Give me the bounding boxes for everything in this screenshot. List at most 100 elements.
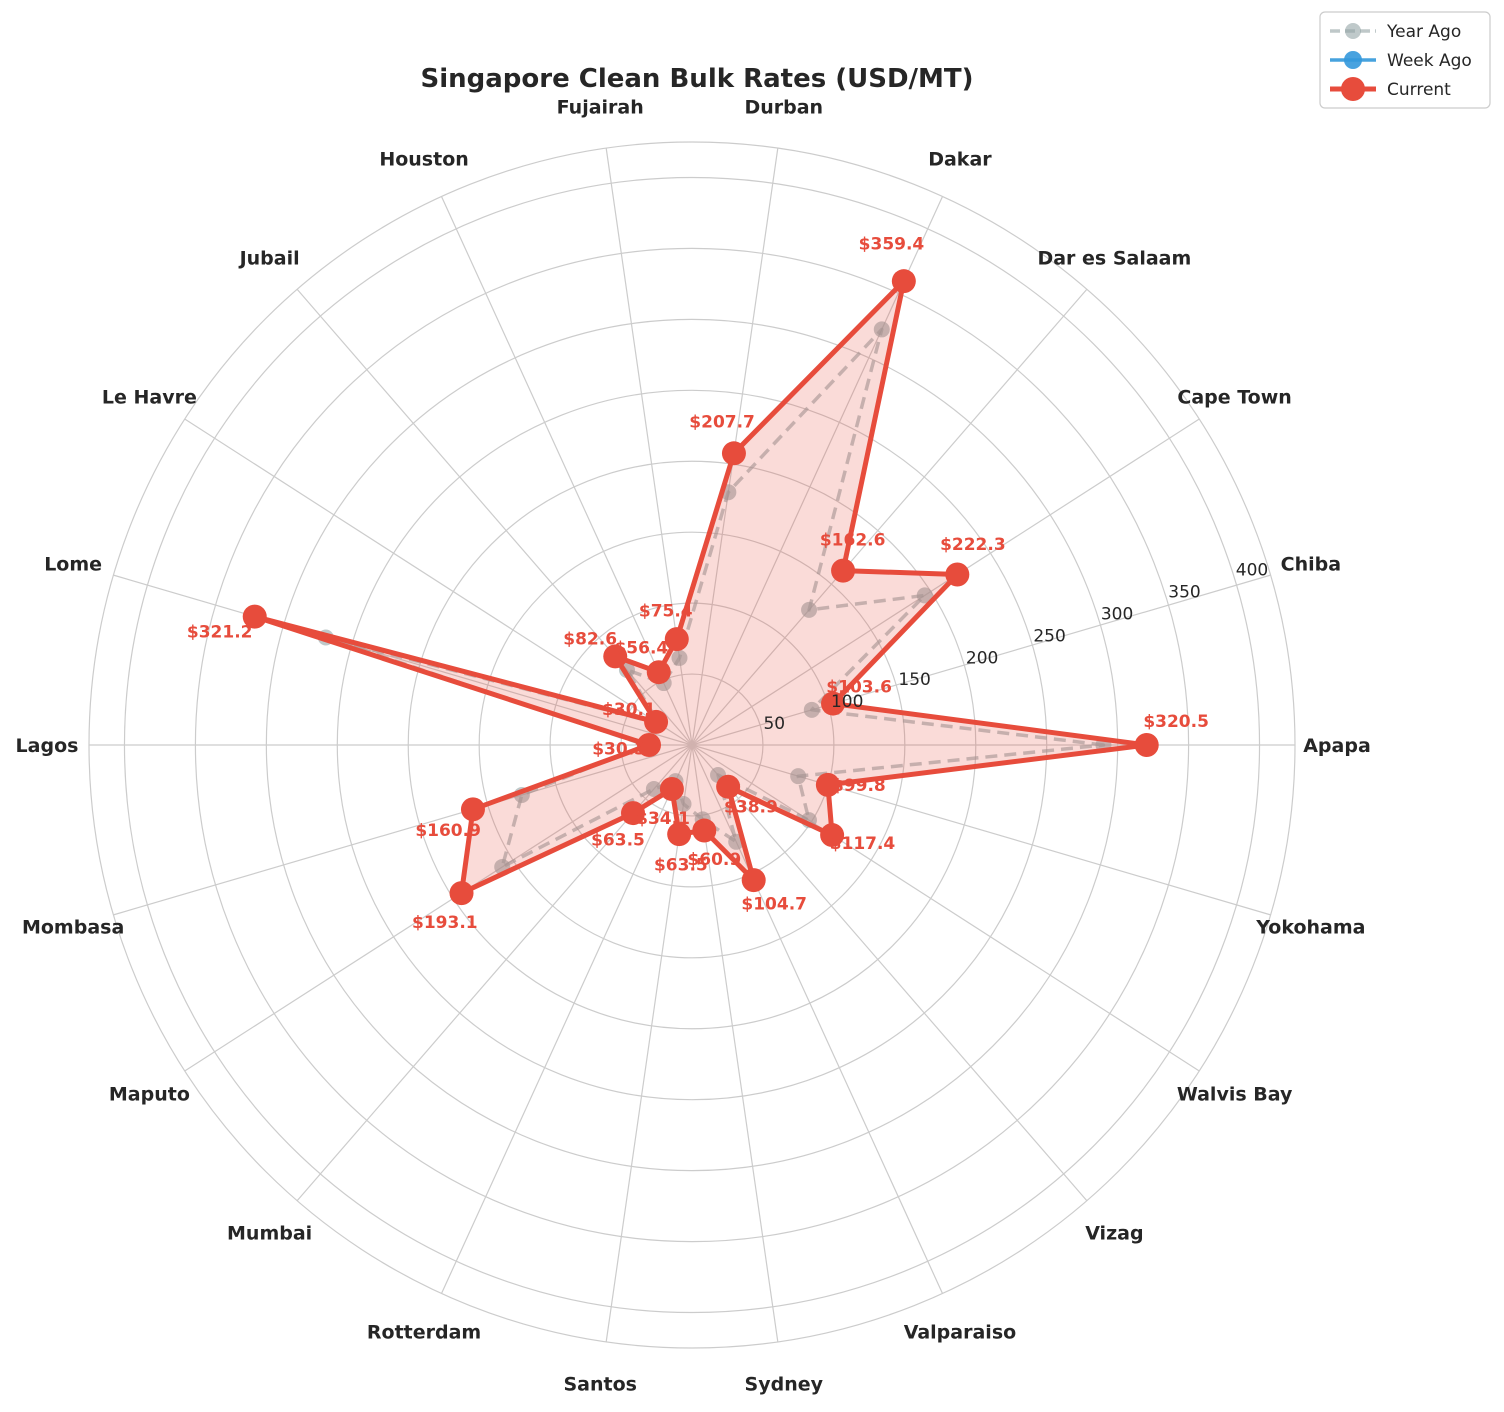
data-point — [891, 269, 916, 294]
data-point — [831, 558, 856, 583]
legend: Year Ago Week Ago Current — [1319, 11, 1491, 109]
value-label: $193.1 — [412, 913, 478, 933]
value-label: $222.3 — [940, 535, 1006, 555]
radial-tick-label: 400 — [1236, 561, 1268, 581]
value-label: $103.6 — [826, 678, 892, 698]
value-label: $104.7 — [741, 895, 807, 915]
category-label: Houston — [379, 148, 468, 170]
data-point — [646, 660, 671, 685]
series-current — [242, 269, 1159, 906]
data-point — [1134, 733, 1159, 757]
data-point — [721, 441, 746, 466]
category-label: Sydney — [745, 1373, 824, 1395]
grid-spoke — [440, 196, 693, 746]
data-point — [801, 601, 818, 618]
series-layer — [242, 269, 1159, 906]
category-label: Yokohama — [1255, 917, 1365, 939]
category-label: Chiba — [1281, 553, 1341, 575]
data-point — [815, 772, 840, 797]
radial-tick-label: 100 — [831, 692, 863, 712]
category-label: Santos — [563, 1373, 636, 1395]
legend-label: Year Ago — [1386, 22, 1461, 42]
series-area — [254, 281, 1147, 894]
value-label: $160.9 — [415, 821, 481, 841]
data-point — [460, 797, 485, 822]
category-label: Mombasa — [22, 917, 124, 939]
category-label: Mumbai — [227, 1222, 312, 1244]
chart-title: Singapore Clean Bulk Rates (USD/MT) — [420, 64, 973, 94]
data-point — [637, 733, 662, 757]
data-point — [645, 780, 662, 797]
value-label: $207.7 — [689, 413, 755, 433]
value-label: $63.5 — [654, 856, 708, 876]
value-label: $320.5 — [1143, 712, 1209, 732]
data-point — [671, 649, 688, 666]
category-labels: Apapa Chiba Cape Town Dar es Salaam Dakar Dur… — [16, 97, 1371, 1396]
grid-spoke — [440, 744, 693, 1294]
value-label: $56.4 — [614, 638, 668, 658]
grid-spoke — [184, 418, 693, 746]
category-label: Lome — [44, 553, 102, 575]
data-point — [790, 768, 807, 785]
data-point — [675, 795, 692, 812]
data-point — [873, 321, 890, 338]
series-line — [324, 327, 1106, 869]
value-label: $117.4 — [830, 834, 896, 854]
data-point — [820, 823, 845, 848]
category-label: Fujairah — [557, 97, 644, 119]
value-label: $63.5 — [591, 831, 645, 851]
category-label: Valparaiso — [904, 1322, 1017, 1344]
data-point — [741, 868, 766, 893]
category-label: Jubail — [238, 248, 300, 270]
radial-tick-label: 250 — [1033, 626, 1065, 646]
data-point — [821, 691, 846, 716]
legend-swatch-marker — [1341, 77, 1365, 101]
data-point — [803, 701, 820, 718]
legend-label: Week Ago — [1387, 51, 1472, 71]
data-point — [945, 562, 970, 587]
category-label: Maputo — [109, 1084, 190, 1106]
legend-swatch-marker — [1344, 51, 1362, 69]
radial-tick-label: 50 — [763, 714, 785, 734]
category-label: Dar es Salaam — [1037, 248, 1191, 270]
data-point — [449, 881, 474, 906]
data-point — [659, 777, 684, 802]
data-point — [916, 587, 933, 604]
radial-tick-label: 300 — [1101, 604, 1133, 624]
grid-spoke — [184, 744, 693, 1072]
value-label: $38.9 — [724, 798, 778, 818]
value-label: $30.1 — [602, 700, 656, 720]
category-label: Lagos — [16, 735, 79, 757]
category-label: Vizag — [1085, 1222, 1143, 1244]
value-label: $99.8 — [832, 776, 886, 796]
radial-tick-label: 150 — [898, 670, 930, 690]
radial-tick-label: 200 — [966, 648, 998, 668]
grid-spoke — [691, 418, 1200, 746]
grid-spoke — [691, 744, 1088, 1202]
value-labels: $320.5 $103.6 $222.3 $162.6 $359.4 $207.7 $75.… — [187, 234, 1209, 933]
data-point — [242, 604, 267, 629]
legend-label: Current — [1387, 80, 1451, 100]
radial-tick-labels: 50 100 150 200 250 300 350 400 — [763, 561, 1268, 734]
data-point — [621, 801, 646, 826]
category-label: Apapa — [1303, 735, 1371, 757]
value-label: $60.9 — [687, 850, 741, 870]
category-label: Dakar — [928, 148, 992, 170]
data-point — [667, 822, 692, 847]
value-label: $359.4 — [859, 234, 925, 254]
data-point — [716, 774, 741, 799]
value-label: $321.2 — [187, 623, 253, 643]
category-label: Le Havre — [102, 386, 197, 408]
category-label: Durban — [744, 97, 823, 119]
data-point — [603, 644, 628, 669]
grid-spoke — [691, 744, 779, 1342]
grid-spoke — [113, 574, 693, 746]
data-point — [664, 627, 689, 652]
grid-spoke — [113, 744, 693, 916]
value-label: $82.6 — [563, 630, 617, 650]
value-label: $75.4 — [639, 602, 693, 622]
value-label: $162.6 — [820, 531, 886, 551]
value-label: $30.3 — [592, 740, 646, 760]
grid-spoke — [691, 744, 1200, 1072]
